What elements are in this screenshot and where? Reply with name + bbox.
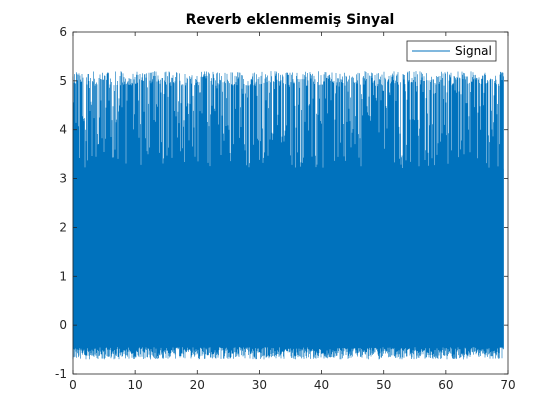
y-tick-label: 6 (59, 25, 67, 39)
legend-label-signal: Signal (455, 44, 492, 58)
x-tick-label: 60 (438, 378, 453, 392)
signal-line (72, 71, 504, 360)
x-tick-label: 20 (190, 378, 205, 392)
x-tick-label: 10 (128, 378, 143, 392)
x-tick-label: 30 (252, 378, 267, 392)
y-tick-label: 2 (59, 220, 67, 234)
chart-title: Reverb eklenmemiş Sinyal (186, 12, 395, 28)
x-tick-label: 0 (69, 378, 77, 392)
x-tick-label: 50 (376, 378, 391, 392)
x-tick-label: 70 (500, 378, 515, 392)
plot-area (72, 71, 504, 360)
y-tick-label: 0 (59, 318, 67, 332)
legend: Signal (406, 40, 497, 62)
x-tick-label: 40 (314, 378, 329, 392)
legend-box (406, 40, 497, 62)
axes-box (72, 31, 509, 375)
y-tick-label: 3 (59, 172, 67, 186)
y-tick-label: 1 (59, 269, 67, 283)
y-tick-label: -1 (55, 367, 67, 381)
y-tick-label: 5 (59, 74, 67, 88)
y-tick-label: 4 (59, 123, 67, 137)
